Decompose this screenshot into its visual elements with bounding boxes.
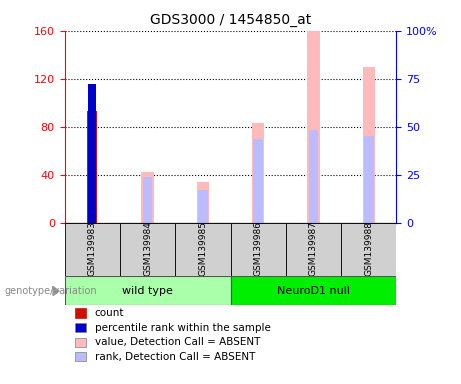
Bar xyxy=(87,111,97,223)
Bar xyxy=(65,276,230,305)
Text: GSM139984: GSM139984 xyxy=(143,221,152,276)
Text: GSM139986: GSM139986 xyxy=(254,221,263,276)
Text: value, Detection Call = ABSENT: value, Detection Call = ABSENT xyxy=(95,337,260,347)
Bar xyxy=(341,223,396,276)
Text: GDS3000 / 1454850_at: GDS3000 / 1454850_at xyxy=(150,13,311,27)
Bar xyxy=(230,223,286,276)
Bar xyxy=(363,67,375,223)
Bar xyxy=(197,182,209,223)
Text: genotype/variation: genotype/variation xyxy=(5,286,97,296)
Bar xyxy=(142,172,154,223)
Text: rank, Detection Call = ABSENT: rank, Detection Call = ABSENT xyxy=(95,352,255,362)
Bar xyxy=(65,223,120,276)
Text: GSM139988: GSM139988 xyxy=(364,221,373,276)
Bar xyxy=(308,130,319,223)
Text: percentile rank within the sample: percentile rank within the sample xyxy=(95,323,271,333)
Bar xyxy=(252,123,264,223)
Text: count: count xyxy=(95,308,124,318)
Text: NeuroD1 null: NeuroD1 null xyxy=(277,286,350,296)
Bar xyxy=(230,276,396,305)
Bar xyxy=(364,136,374,223)
Bar xyxy=(286,223,341,276)
Bar xyxy=(175,223,230,276)
Bar xyxy=(307,31,319,223)
Bar xyxy=(253,139,263,223)
Polygon shape xyxy=(53,286,59,296)
Text: GSM139987: GSM139987 xyxy=(309,221,318,276)
Bar xyxy=(142,177,153,223)
Bar xyxy=(198,190,208,223)
Text: GSM139983: GSM139983 xyxy=(88,221,97,276)
Text: GSM139985: GSM139985 xyxy=(198,221,207,276)
Text: wild type: wild type xyxy=(122,286,173,296)
Bar xyxy=(120,223,175,276)
Bar xyxy=(88,84,96,223)
